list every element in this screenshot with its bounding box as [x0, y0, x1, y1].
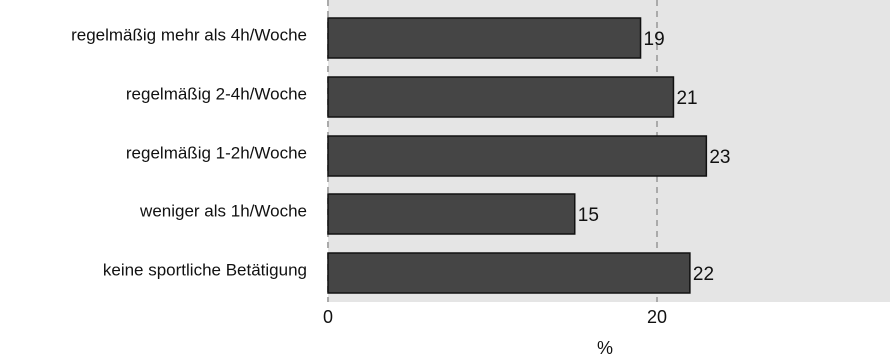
category-label-5: keine sportliche Betätigung [103, 260, 307, 279]
category-label-3: regelmäßig 1-2h/Woche [126, 143, 307, 162]
category-label-4: weniger als 1h/Woche [139, 201, 307, 220]
value-label-3: 23 [709, 147, 730, 168]
x-tick-label-20: 20 [647, 307, 667, 327]
value-label-5: 22 [693, 264, 714, 285]
x-tick-labels: 0 20 [323, 307, 667, 327]
bar-1 [327, 17, 642, 59]
value-label-4: 15 [578, 205, 599, 226]
value-label-2: 21 [676, 88, 697, 109]
bar-5 [327, 252, 691, 294]
category-labels: regelmäßig mehr als 4h/Woche regelmäßig 2… [71, 25, 307, 279]
value-labels: 19 21 23 15 22 [578, 29, 731, 285]
bar-3 [327, 135, 708, 177]
bar-2 [327, 76, 675, 118]
category-label-1: regelmäßig mehr als 4h/Woche [71, 25, 307, 44]
x-axis-title: % [597, 338, 613, 358]
bar-4 [327, 193, 576, 235]
bars-group [327, 17, 708, 294]
x-tick-label-0: 0 [323, 307, 333, 327]
category-label-2: regelmäßig 2-4h/Woche [126, 84, 307, 103]
value-label-1: 19 [644, 29, 665, 50]
